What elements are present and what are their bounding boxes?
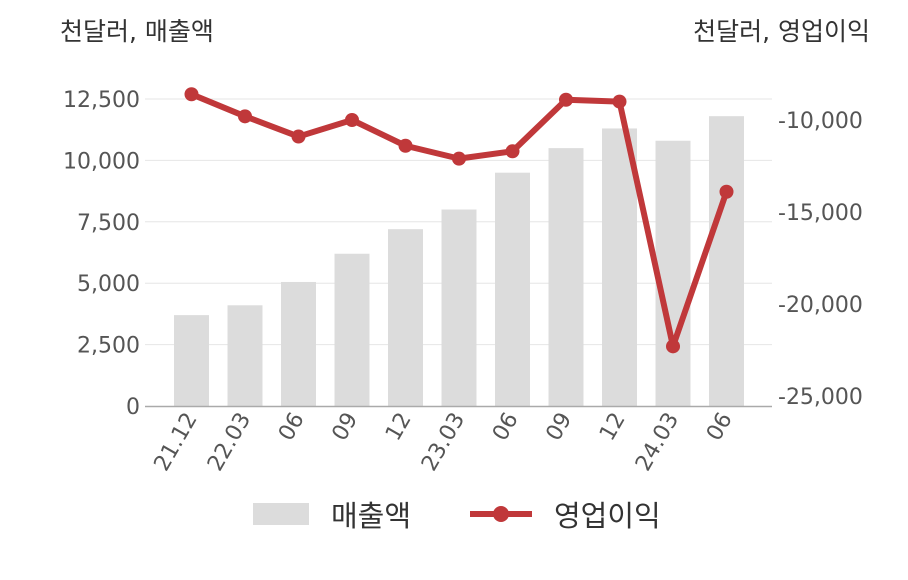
bar [227, 305, 263, 406]
legend-line-swatch [470, 492, 532, 536]
legend-line-label: 영업이익 [554, 499, 661, 533]
x-tick-label: 09 [328, 409, 364, 446]
y-left-tick-label: 5,000 [77, 272, 140, 297]
right-axis-unit: 천달러, 영업이익 [693, 17, 870, 46]
legend-bar-label: 매출액 [331, 499, 412, 533]
bar [441, 209, 477, 406]
y-left-tick-label: 7,500 [77, 211, 140, 236]
y-left-tick-label: 0 [126, 395, 140, 420]
x-tick-label: 09 [542, 409, 578, 446]
bar [548, 148, 584, 406]
line-point [719, 184, 734, 199]
line-point [612, 94, 627, 109]
bar [655, 140, 691, 406]
y-right-tick-label: -15,000 [778, 201, 863, 226]
line-point [398, 138, 413, 153]
line-point [666, 339, 680, 354]
line-point [345, 113, 359, 127]
y-left-tick-label: 12,500 [63, 88, 140, 113]
bar [495, 172, 530, 406]
bar [709, 116, 744, 406]
x-tick-label: 21.12 [150, 409, 203, 476]
y-right-tick-label: -10,000 [778, 109, 863, 134]
legend-bar-swatch [253, 503, 309, 525]
bar [174, 315, 209, 406]
combo-chart: 0 2,500 5,000 7,500 10,000 12,500 -10,000 -15,0… [63, 87, 863, 476]
x-tick-label: 23.03 [417, 409, 470, 476]
y-right-tick-label: -25,000 [778, 385, 863, 410]
line-point [291, 129, 306, 144]
x-tick-label: 24.03 [631, 409, 684, 476]
x-tick-label: 22.03 [203, 409, 256, 476]
bar [602, 128, 637, 407]
legend-item-bar: 매출액 [253, 492, 411, 536]
line-point [452, 151, 466, 166]
y-right-tick-label: -20,000 [778, 293, 863, 318]
line-point [505, 144, 520, 159]
line-point [238, 109, 252, 124]
y-left-tick-label: 10,000 [63, 149, 140, 174]
y-left-tick-label: 2,500 [77, 334, 140, 359]
bar [281, 281, 316, 406]
bar [334, 253, 370, 406]
x-tick-label: 12 [381, 409, 417, 446]
bar [388, 229, 423, 406]
legend-item-line: 영업이익 [470, 492, 661, 536]
x-tick-label: 06 [702, 409, 738, 446]
legend: 매출액 영업이익 [0, 492, 908, 536]
left-axis-unit: 천달러, 매출액 [60, 17, 214, 46]
x-tick-label: 06 [488, 409, 524, 446]
line-point [184, 87, 199, 102]
x-tick-label: 06 [274, 409, 310, 446]
x-tick-label: 12 [595, 409, 631, 446]
line-point [559, 92, 573, 107]
